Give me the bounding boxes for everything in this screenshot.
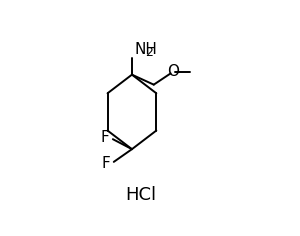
Text: NH: NH: [135, 42, 158, 57]
Text: O: O: [167, 64, 179, 80]
Text: HCl: HCl: [125, 185, 157, 204]
Text: 2: 2: [145, 46, 153, 59]
Text: F: F: [101, 156, 110, 171]
Text: F: F: [100, 130, 109, 145]
